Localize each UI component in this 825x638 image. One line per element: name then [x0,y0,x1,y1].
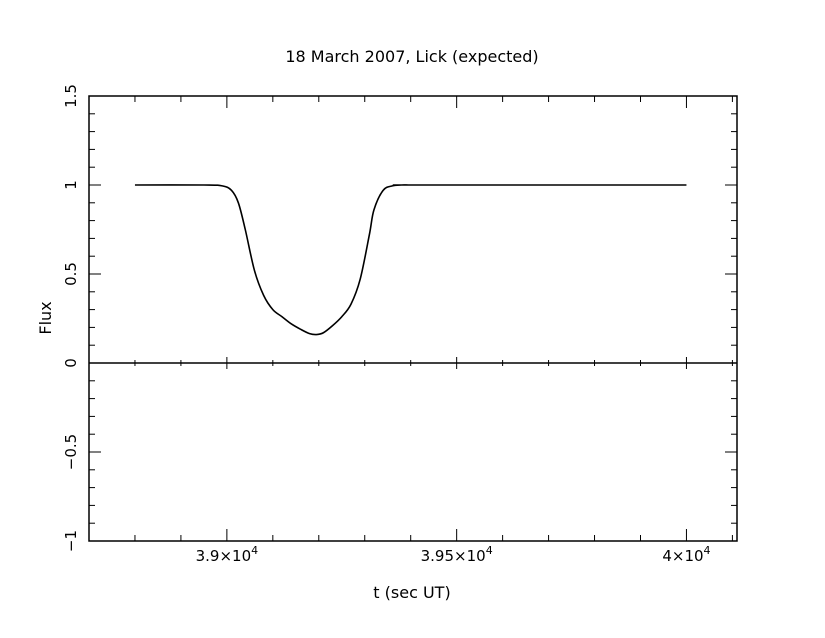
y-tick-label: 0.5 [62,262,80,286]
y-tick-label: 0 [62,358,80,368]
y-tick-label: −0.5 [62,434,80,470]
plot-frame [88,95,738,542]
chart-title: 18 March 2007, Lick (expected) [285,47,538,66]
y-tick-label: −1 [62,530,80,552]
x-tick-label: 3.95×104 [421,544,493,565]
x-tick-label: 3.9×104 [196,544,259,565]
series-layer [134,184,687,336]
y-tick-label: 1 [62,180,80,190]
y-tick-labels: −1 −0.5 0 0.5 1 1.5 [62,84,80,552]
flux-series-line [134,184,687,336]
axis-ticks [89,95,737,542]
y-axis-label: Flux [36,301,55,334]
x-axis-label: t (sec UT) [373,583,450,602]
x-tick-labels: 3.9×104 3.95×104 4×104 [196,544,711,565]
y-tick-label: 1.5 [62,84,80,108]
x-tick-label: 4×104 [662,544,710,565]
